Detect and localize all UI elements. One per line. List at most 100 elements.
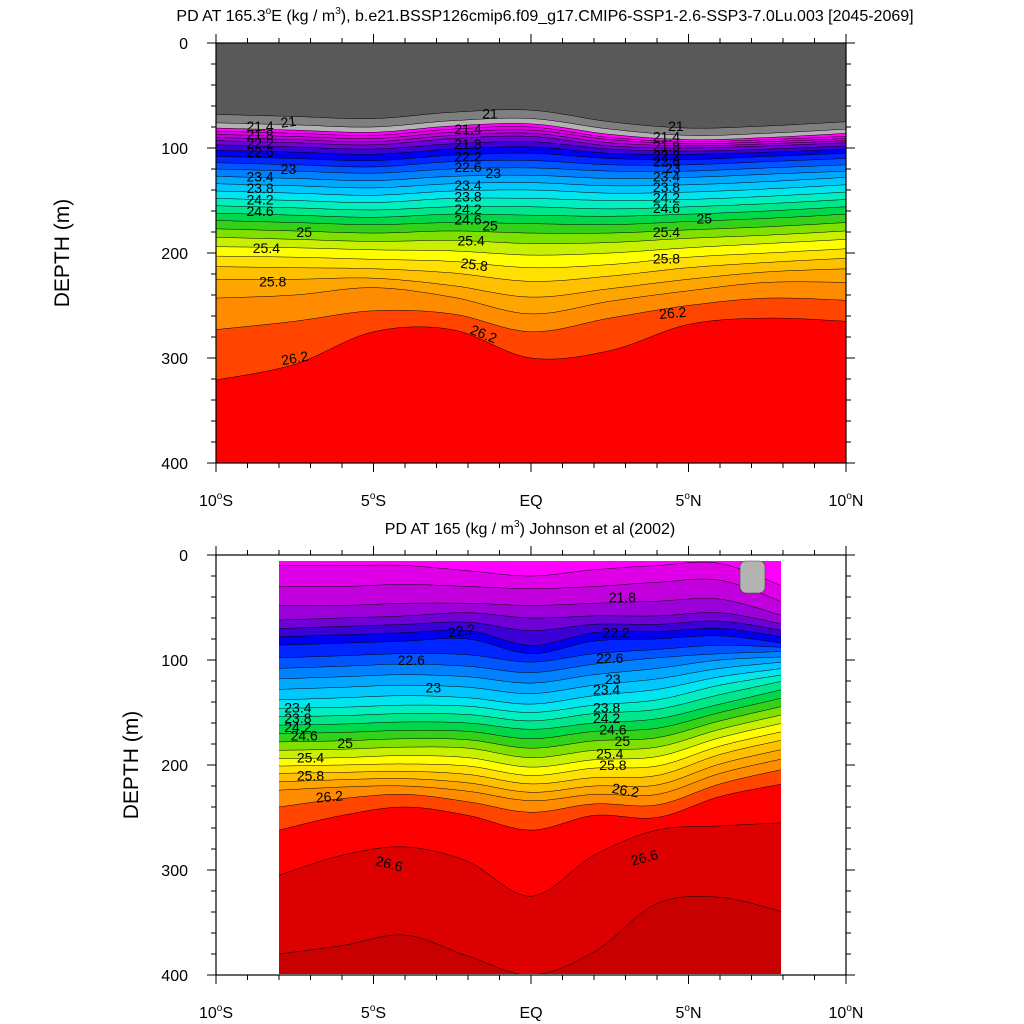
contour-label: 22.6 (653, 154, 680, 170)
contour-label: 25 (337, 735, 353, 751)
contour-fills-bottom (279, 561, 781, 974)
contour-label: 25.8 (460, 255, 489, 275)
contour-label: 23.4 (284, 699, 311, 715)
contour-label: 23 (665, 160, 681, 176)
y-tick-label: 0 (179, 548, 188, 565)
x-tick-label: 10oN (829, 491, 864, 510)
contour-label: 21.8 (454, 136, 481, 152)
axis-ticks-bottom: 0 100 200 300 400 10oS 5oS EQ 5oN 10oN (161, 546, 863, 1022)
contour-label: 22.6 (596, 650, 623, 666)
contour-label: 23.4 (246, 168, 273, 184)
contour-label: 25.4 (458, 232, 485, 248)
contour-label: 21.4 (653, 128, 680, 144)
y-tick-label: 0 (179, 36, 188, 53)
chart-title-bottom: PD AT 165 (kg / m3) Johnson et al (2002) (385, 519, 675, 538)
gray-patch-bottom (739, 560, 766, 594)
contour-label: 24.6 (599, 721, 626, 737)
contour-label: 22.6 (454, 159, 481, 175)
x-tick-label: EQ (519, 493, 542, 510)
contour-labels-top: 2121.421.822.222.62323.423.824.224.62525… (246, 105, 712, 368)
contour-label: 22.2 (454, 148, 481, 164)
axis-ticks-top: 0 100 200 300 400 10oS 5oS EQ 5oN 10oN (161, 34, 863, 510)
y-axis-label-bottom: DEPTH (m) (120, 711, 143, 820)
contour-label: 25.4 (253, 240, 280, 256)
contour-labels-bottom: 21.822.2 22.222.6 22.6232323.423.423.823.8… (284, 589, 660, 875)
contour-label: 25 (696, 210, 712, 226)
x-tick-label: 5oS (361, 1003, 386, 1022)
contour-label: 23 (485, 165, 501, 181)
contour-label: 24.6 (454, 211, 481, 227)
contour-label: 24.6 (653, 200, 680, 216)
contour-label: 23.8 (284, 710, 311, 726)
contour-label: 21.4 (454, 121, 481, 137)
y-tick-label: 400 (161, 456, 188, 473)
y-axis-label-top: DEPTH (m) (51, 199, 74, 308)
contour-label: 24.2 (284, 719, 311, 735)
contour-label: 21.4 (246, 118, 273, 134)
contour-label: 25 (615, 733, 631, 749)
x-tick-label: 5oN (675, 1003, 701, 1022)
contour-label: 26.2 (658, 304, 687, 322)
contour-label: 26.6 (374, 852, 405, 875)
contour-label: 23.8 (653, 179, 680, 195)
contour-label: 26.2 (315, 787, 344, 805)
contour-label: 21.8 (609, 589, 636, 605)
contour-label: 23.8 (246, 180, 273, 196)
x-tick-label: 10oS (199, 1003, 233, 1022)
contour-label: 21.8 (653, 138, 680, 154)
contour-label: 24.2 (653, 189, 680, 205)
contour-label: 23.8 (593, 699, 620, 715)
contour-label: 21.8 (246, 126, 273, 142)
y-tick-label: 200 (161, 246, 188, 263)
contour-label: 25.8 (259, 273, 286, 289)
contour-label: 23.4 (593, 681, 620, 697)
contour-label: 21 (280, 113, 298, 131)
contour-label: 22.2 (653, 147, 680, 163)
contour-label: 24.2 (246, 191, 273, 207)
x-tick-label: EQ (519, 1005, 542, 1022)
contour-label: 23 (281, 161, 297, 177)
y-tick-label: 100 (161, 653, 188, 670)
x-tick-label: 5oN (675, 491, 701, 510)
contour-label: 23 (605, 671, 621, 687)
contour-label: 23 (426, 679, 442, 695)
contour-label: 22.6 (398, 652, 425, 668)
contour-plot-top: 2121.421.822.222.62323.423.824.224.62525… (161, 34, 863, 510)
contour-label: 26.2 (611, 780, 641, 801)
contour-label: 23.4 (653, 168, 680, 184)
contour-label: 25 (482, 218, 498, 234)
contour-label: 25.8 (297, 768, 324, 784)
contour-label: 25 (296, 224, 312, 240)
contour-label: 22.6 (246, 144, 273, 160)
contour-label: 24.2 (593, 710, 620, 726)
contour-label: 21 (482, 105, 498, 121)
contour-label: 24.6 (291, 728, 318, 744)
contour-label: 26.2 (280, 348, 310, 369)
contour-label: 22.2 (447, 621, 476, 641)
contour-fills-top (216, 43, 846, 463)
x-tick-label: 10oS (199, 491, 233, 510)
y-tick-label: 300 (161, 351, 188, 368)
y-tick-label: 400 (161, 968, 188, 985)
contour-label: 23.8 (454, 188, 481, 204)
contour-label: 22.2 (602, 625, 629, 641)
y-tick-label: 300 (161, 863, 188, 880)
contour-label: 25.4 (653, 224, 680, 240)
contour-label: 25.8 (599, 757, 626, 773)
contour-label: 25.8 (653, 250, 680, 266)
contour-label: 21 (668, 118, 684, 134)
contour-band-26.8 (279, 896, 781, 974)
y-tick-label: 200 (161, 758, 188, 775)
contour-label: 24.2 (454, 201, 481, 217)
contour-label: 25.4 (596, 745, 623, 761)
y-tick-label: 100 (161, 141, 188, 158)
chart-title-top: PD AT 165.3oE (kg / m3), b.e21.BSSP126cm… (176, 6, 913, 25)
contour-label: 23.4 (454, 177, 481, 193)
contour-label: 25.4 (297, 750, 324, 766)
contour-band-26.4 (216, 317, 846, 463)
x-tick-label: 10oN (829, 1003, 864, 1022)
contour-label: 24.6 (246, 203, 273, 219)
contour-label: 26.6 (629, 846, 660, 869)
contour-plot-bottom: 21.822.2 22.222.6 22.6232323.423.423.823.8… (161, 546, 863, 1022)
